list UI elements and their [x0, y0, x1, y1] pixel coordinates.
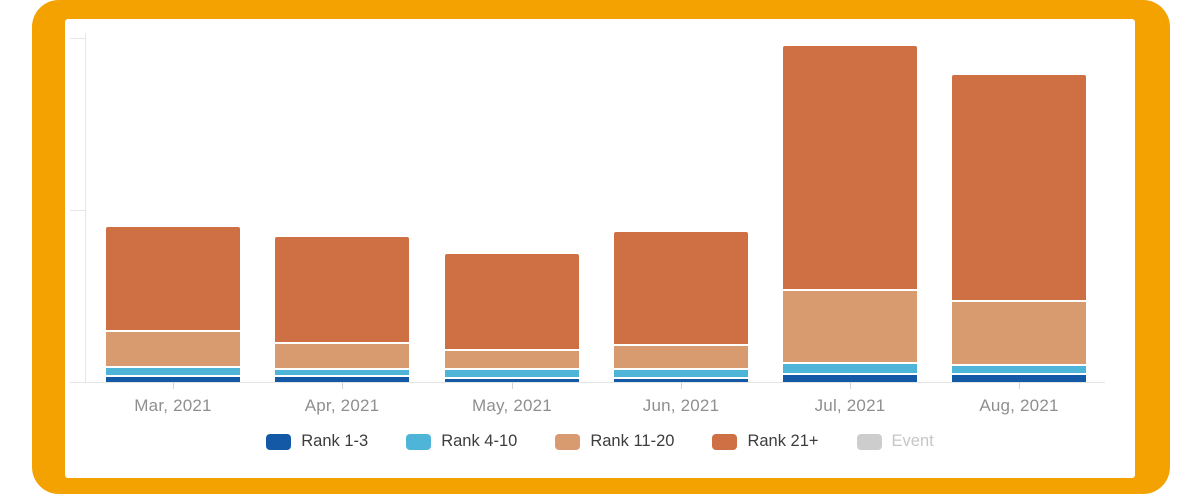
bar-segment-rank-1-3[interactable]: [783, 375, 917, 382]
bar-aug-2021: [952, 75, 1086, 382]
bar-apr-2021: [275, 237, 409, 382]
x-tick: [1019, 382, 1020, 389]
x-axis-label-apr-2021: Apr, 2021: [304, 396, 380, 415]
legend-item-rank-4-10[interactable]: Rank 4-10: [406, 432, 517, 451]
bar-segment-rank-11-20[interactable]: [275, 344, 409, 368]
legend-swatch-event: [856, 433, 882, 450]
x-tick: [342, 382, 343, 389]
bar-mar-2021: [106, 227, 240, 382]
legend-label-rank-11-20: Rank 11-20: [590, 432, 675, 450]
legend-label-event: Event: [891, 432, 934, 450]
bar-segment-rank-21[interactable]: [275, 237, 409, 342]
bar-segment-rank-4-10[interactable]: [275, 370, 409, 375]
y-tick: [70, 210, 85, 211]
bar-segment-rank-21[interactable]: [614, 232, 748, 344]
legend-item-rank-21[interactable]: Rank 21+: [712, 432, 819, 451]
legend-swatch-rank-11-20: [555, 433, 581, 450]
bar-segment-rank-21[interactable]: [952, 75, 1086, 300]
x-axis-label-may-2021: May, 2021: [472, 396, 552, 415]
bar-segment-rank-1-3[interactable]: [106, 377, 240, 382]
x-tick: [512, 382, 513, 389]
legend-swatch-rank-4-10: [406, 433, 432, 450]
x-axis-label-aug-2021: Aug, 2021: [979, 396, 1059, 415]
x-tick: [850, 382, 851, 389]
legend-item-rank-11-20[interactable]: Rank 11-20: [555, 432, 674, 451]
bar-segment-rank-1-3[interactable]: [952, 375, 1086, 382]
bar-segment-rank-11-20[interactable]: [445, 351, 579, 368]
bar-segment-rank-4-10[interactable]: [614, 370, 748, 377]
legend-swatch-rank-1-3: [266, 433, 292, 450]
x-tick: [173, 382, 174, 389]
bar-segment-rank-4-10[interactable]: [952, 366, 1086, 373]
x-axis-line: [70, 382, 1105, 383]
plot-area: [85, 33, 1105, 382]
bar-segment-rank-1-3[interactable]: [275, 377, 409, 382]
bar-segment-rank-1-3[interactable]: [445, 379, 579, 382]
x-axis-label-jun-2021: Jun, 2021: [642, 396, 720, 415]
x-axis-label-jul-2021: Jul, 2021: [814, 396, 886, 415]
bar-segment-rank-4-10[interactable]: [445, 370, 579, 377]
bar-segment-rank-21[interactable]: [445, 254, 579, 349]
legend-item-rank-1-3[interactable]: Rank 1-3: [266, 432, 368, 451]
legend-label-rank-4-10: Rank 4-10: [441, 432, 518, 450]
bar-segment-rank-11-20[interactable]: [783, 291, 917, 362]
legend-swatch-rank-21: [712, 433, 738, 450]
bar-segment-rank-4-10[interactable]: [106, 368, 240, 375]
bar-jun-2021: [614, 232, 748, 382]
chart-card: Mar, 2021 Apr, 2021 May, 2021 Jun, 2021 Jul,…: [65, 19, 1135, 478]
legend-label-rank-21: Rank 21+: [747, 432, 819, 450]
bar-segment-rank-11-20[interactable]: [614, 346, 748, 368]
legend-label-rank-1-3: Rank 1-3: [301, 432, 369, 450]
bar-segment-rank-21[interactable]: [783, 46, 917, 289]
bar-jul-2021: [783, 46, 917, 382]
bar-segment-rank-21[interactable]: [106, 227, 240, 330]
y-axis-line: [85, 33, 86, 382]
legend-item-event[interactable]: Event: [856, 432, 934, 451]
bar-segment-rank-11-20[interactable]: [952, 302, 1086, 364]
orange-frame: Mar, 2021 Apr, 2021 May, 2021 Jun, 2021 Jul,…: [32, 0, 1170, 494]
x-tick: [681, 382, 682, 389]
bar-segment-rank-11-20[interactable]: [106, 332, 240, 366]
x-axis-label-mar-2021: Mar, 2021: [134, 396, 212, 415]
y-tick: [70, 38, 85, 39]
bar-may-2021: [445, 254, 579, 382]
bar-segment-rank-4-10[interactable]: [783, 364, 917, 373]
bar-segment-rank-1-3[interactable]: [614, 379, 748, 382]
chart-legend: Rank 1-3 Rank 4-10 Rank 11-20 Rank 21+ Event: [65, 432, 1135, 451]
